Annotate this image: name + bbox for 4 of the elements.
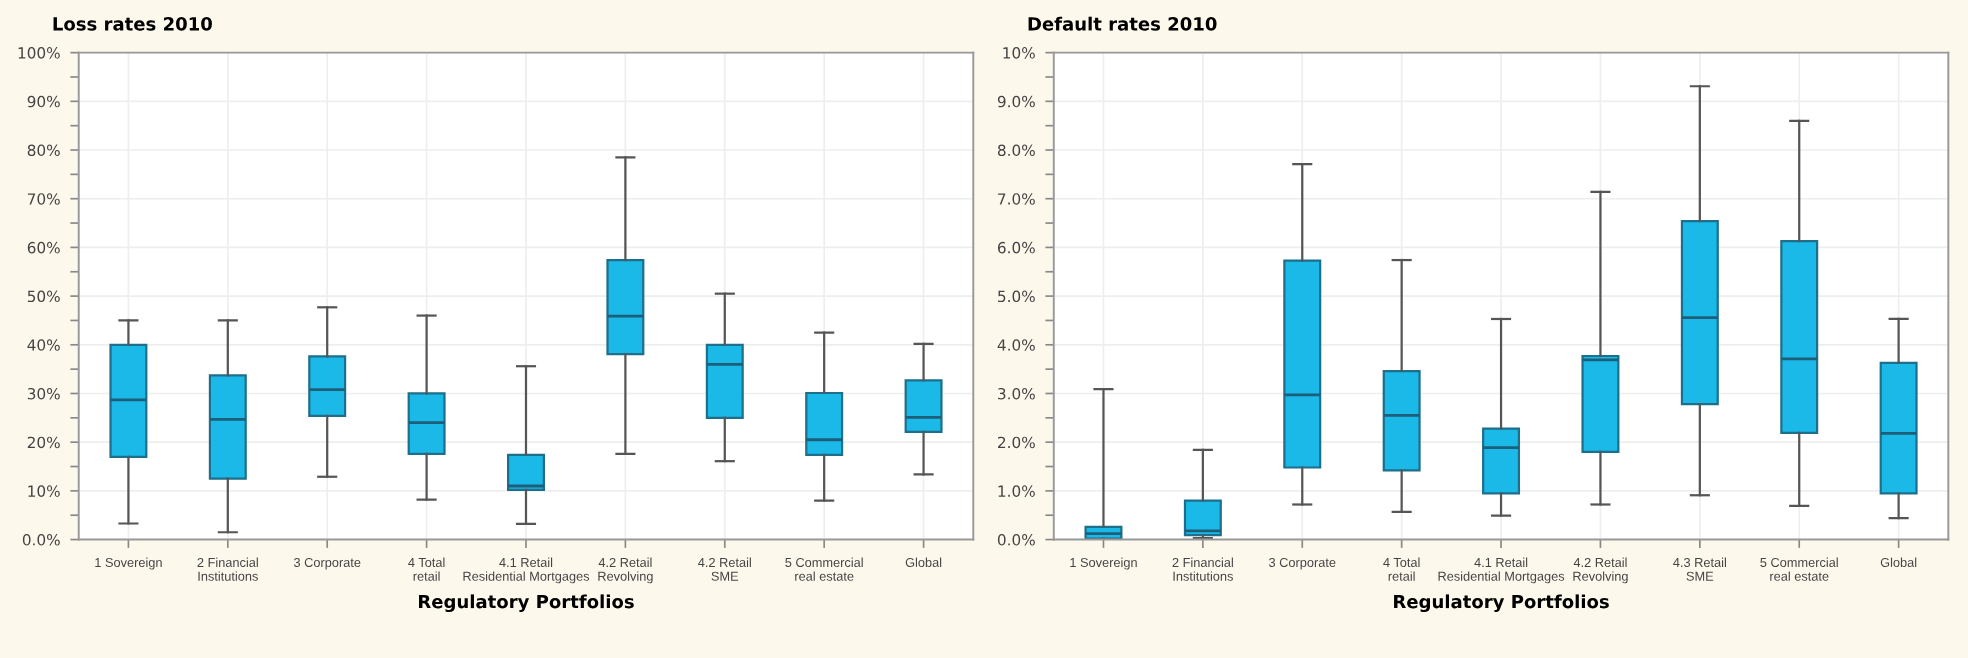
x-axis-title: Regulatory Portfolios (1394, 594, 1609, 613)
chart-title: Loss rates 2010 (53, 17, 212, 31)
x-axis-title: Regulatory Portfolios (419, 594, 634, 613)
chart-title: Default rates 2010 (1028, 16, 1217, 31)
